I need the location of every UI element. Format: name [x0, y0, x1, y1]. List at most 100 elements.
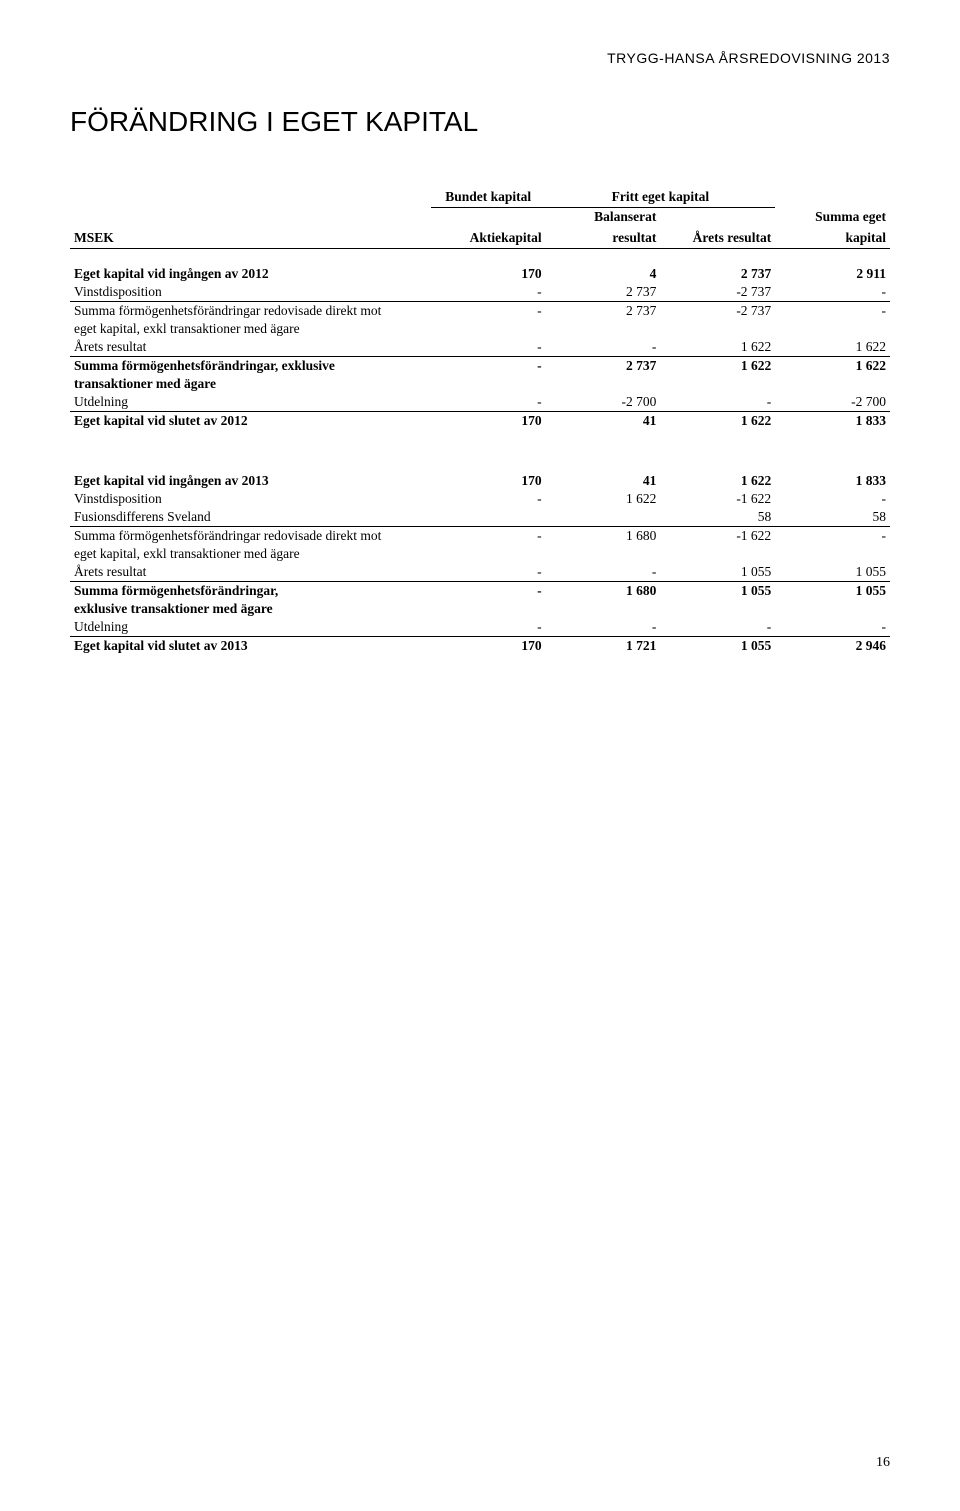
row-label: eget kapital, exkl transaktioner med äga…: [70, 545, 431, 563]
row-value: 1 622: [660, 412, 775, 431]
row-value: -1 622: [660, 490, 775, 508]
row-value: -: [546, 338, 661, 357]
row-value: 2 737: [546, 302, 661, 321]
row-value: -: [431, 563, 546, 582]
row-label: Summa förmögenhetsförändringar,: [70, 582, 431, 601]
row-value: 1 622: [775, 338, 890, 357]
row-value: -: [775, 618, 890, 637]
page-title: FÖRÄNDRING I EGET KAPITAL: [70, 106, 890, 138]
row-value: 41: [546, 472, 661, 490]
row-value: 2 737: [660, 265, 775, 283]
row-value: 1 622: [546, 490, 661, 508]
row-value: 1 622: [660, 338, 775, 357]
row-value: 1 055: [660, 563, 775, 582]
row-value: 1 680: [546, 527, 661, 546]
row-value: [431, 375, 546, 393]
row-value: -: [775, 283, 890, 302]
row-label: Eget kapital vid slutet av 2012: [70, 412, 431, 431]
row-value: 58: [660, 508, 775, 527]
row-value: 2 737: [546, 357, 661, 376]
group-header-row: Bundet kapital Fritt eget kapital: [70, 188, 890, 208]
row-value: [660, 600, 775, 618]
row-value: -: [775, 527, 890, 546]
row-value: [431, 508, 546, 527]
row-label: Utdelning: [70, 393, 431, 412]
table-row: Vinstdisposition-1 622-1 622-: [70, 490, 890, 508]
row-value: [660, 545, 775, 563]
row-value: -: [431, 338, 546, 357]
table-row: Eget kapital vid ingången av 201217042 7…: [70, 265, 890, 283]
row-value: [431, 545, 546, 563]
row-value: -: [546, 618, 661, 637]
table-row: Årets resultat--1 6221 622: [70, 338, 890, 357]
row-value: [775, 320, 890, 338]
row-value: 4: [546, 265, 661, 283]
row-value: -: [660, 393, 775, 412]
col-aktiekapital: Aktiekapital: [431, 226, 546, 249]
row-value: -: [431, 357, 546, 376]
row-value: 1 680: [546, 582, 661, 601]
row-value: [546, 600, 661, 618]
row-value: [775, 375, 890, 393]
table-row: Årets resultat--1 0551 055: [70, 563, 890, 582]
row-value: [660, 375, 775, 393]
row-value: 1 055: [775, 563, 890, 582]
row-value: -1 622: [660, 527, 775, 546]
row-value: -2 700: [546, 393, 661, 412]
table-row: Eget kapital vid slutet av 20131701 7211…: [70, 637, 890, 656]
col-headers-line2: MSEK Aktiekapital resultat Årets resulta…: [70, 226, 890, 249]
row-value: 170: [431, 412, 546, 431]
page-number: 16: [876, 1455, 890, 1471]
equity-table: Bundet kapital Fritt eget kapital Balans…: [70, 188, 890, 655]
table-row: Utdelning--2 700--2 700: [70, 393, 890, 412]
row-label: Eget kapital vid ingången av 2013: [70, 472, 431, 490]
row-label: Vinstdisposition: [70, 490, 431, 508]
table-row: Eget kapital vid slutet av 2012170411 62…: [70, 412, 890, 431]
row-value: [546, 320, 661, 338]
table-row: eget kapital, exkl transaktioner med äga…: [70, 545, 890, 563]
table-row: exklusive transaktioner med ägare: [70, 600, 890, 618]
table-row: Eget kapital vid ingången av 2013170411 …: [70, 472, 890, 490]
row-value: [546, 545, 661, 563]
row-value: -: [546, 563, 661, 582]
row-value: [431, 600, 546, 618]
group-bundet: Bundet kapital: [431, 188, 546, 208]
row-label: Summa förmögenhetsförändringar redovisad…: [70, 527, 431, 546]
row-value: [660, 320, 775, 338]
row-value: 1 833: [775, 472, 890, 490]
row-label: Summa förmögenhetsförändringar, exklusiv…: [70, 357, 431, 376]
row-value: -2 737: [660, 283, 775, 302]
row-value: 170: [431, 265, 546, 283]
row-label: transaktioner med ägare: [70, 375, 431, 393]
row-value: 1 622: [660, 357, 775, 376]
row-value: -: [660, 618, 775, 637]
col-balanserat-l2: resultat: [546, 226, 661, 249]
col-arets: Årets resultat: [660, 226, 775, 249]
row-value: -: [775, 490, 890, 508]
row-value: 1 055: [660, 637, 775, 656]
page: TRYGG-HANSA ÅRSREDOVISNING 2013 FÖRÄNDRI…: [0, 0, 960, 1511]
row-value: 41: [546, 412, 661, 431]
document-header: TRYGG-HANSA ÅRSREDOVISNING 2013: [70, 50, 890, 66]
row-value: [775, 600, 890, 618]
table-row: eget kapital, exkl transaktioner med äga…: [70, 320, 890, 338]
group-fritt: Fritt eget kapital: [546, 188, 776, 208]
table-row: Summa förmögenhetsförändringar, exklusiv…: [70, 357, 890, 376]
row-value: -2 700: [775, 393, 890, 412]
col-balanserat-l1: Balanserat: [546, 208, 661, 227]
table-row: Vinstdisposition-2 737-2 737-: [70, 283, 890, 302]
row-value: 1 055: [775, 582, 890, 601]
row-value: -: [431, 490, 546, 508]
row-value: 170: [431, 637, 546, 656]
table-row: Summa förmögenhetsförändringar,-1 6801 0…: [70, 582, 890, 601]
row-label: Eget kapital vid ingången av 2012: [70, 265, 431, 283]
row-label: Utdelning: [70, 618, 431, 637]
row-value: 2 737: [546, 283, 661, 302]
row-value: -: [431, 302, 546, 321]
row-value: -: [431, 393, 546, 412]
row-value: [546, 375, 661, 393]
row-value: 1 833: [775, 412, 890, 431]
row-value: 1 721: [546, 637, 661, 656]
row-label: exklusive transaktioner med ägare: [70, 600, 431, 618]
table-row: transaktioner med ägare: [70, 375, 890, 393]
